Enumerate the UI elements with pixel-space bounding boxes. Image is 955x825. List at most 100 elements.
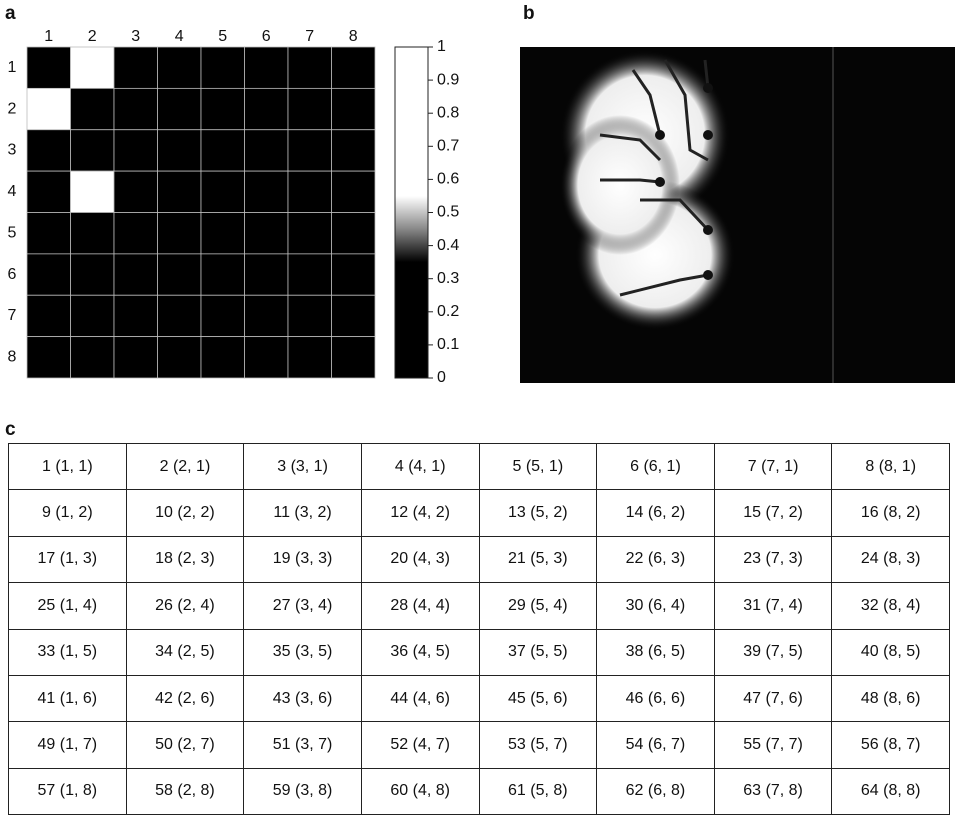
table-cell: 18 (2, 3)	[126, 536, 244, 582]
table-row: 17 (1, 3)18 (2, 3)19 (3, 3)20 (4, 3)21 (…	[9, 536, 950, 582]
heatmap-cell	[27, 88, 71, 129]
table-cell: 10 (2, 2)	[126, 490, 244, 536]
heatmap-cell	[158, 213, 202, 254]
table-row: 1 (1, 1)2 (2, 1)3 (3, 1)4 (4, 1)5 (5, 1)…	[9, 444, 950, 490]
table-cell: 2 (2, 1)	[126, 444, 244, 490]
table-cell: 54 (6, 7)	[597, 722, 715, 768]
colorbar-tick-label: 0	[437, 369, 446, 386]
table-cell: 39 (7, 5)	[714, 629, 832, 675]
x-tick-label: 1	[44, 28, 53, 45]
channel-table: 1 (1, 1)2 (2, 1)3 (3, 1)4 (4, 1)5 (5, 1)…	[8, 443, 950, 815]
table-cell: 57 (1, 8)	[9, 768, 127, 814]
heatmap-cell	[332, 337, 376, 378]
heatmap-cell	[245, 213, 289, 254]
table-cell: 15 (7, 2)	[714, 490, 832, 536]
heatmap-cell	[158, 88, 202, 129]
table-cell: 21 (5, 3)	[479, 536, 597, 582]
colorbar-tick-label: 0.3	[437, 270, 459, 287]
heatmap-cell	[288, 254, 332, 295]
heatmap-cell	[245, 130, 289, 171]
heatmap-cell	[114, 47, 158, 88]
heatmap-cell	[27, 254, 71, 295]
panel-label: c	[5, 419, 16, 440]
heatmap-cell	[332, 295, 376, 336]
table-cell: 44 (4, 6)	[361, 675, 479, 721]
table-cell: 34 (2, 5)	[126, 629, 244, 675]
x-tick-label: 3	[131, 28, 140, 45]
heatmap-cell	[114, 254, 158, 295]
table-cell: 14 (6, 2)	[597, 490, 715, 536]
table-cell: 23 (7, 3)	[714, 536, 832, 582]
table-cell: 52 (4, 7)	[361, 722, 479, 768]
table-cell: 42 (2, 6)	[126, 675, 244, 721]
table-cell: 28 (4, 4)	[361, 583, 479, 629]
table-cell: 48 (8, 6)	[832, 675, 950, 721]
heatmap-cell	[158, 130, 202, 171]
table-cell: 4 (4, 1)	[361, 444, 479, 490]
table-cell: 6 (6, 1)	[597, 444, 715, 490]
colorbar-tick-label: 0.8	[437, 104, 459, 121]
colorbar-tick-label: 0.7	[437, 138, 459, 155]
table-cell: 26 (2, 4)	[126, 583, 244, 629]
colorbar-tick-label: 1	[437, 38, 446, 55]
table-cell: 58 (2, 8)	[126, 768, 244, 814]
panel-b-image	[520, 47, 955, 383]
table-cell: 3 (3, 1)	[244, 444, 362, 490]
heatmap-cell	[27, 295, 71, 336]
heatmap-cell	[288, 337, 332, 378]
colorbar-tick-label: 0.9	[437, 71, 459, 88]
table-row: 25 (1, 4)26 (2, 4)27 (3, 4)28 (4, 4)29 (…	[9, 583, 950, 629]
heatmap-cell	[288, 213, 332, 254]
table-row: 41 (1, 6)42 (2, 6)43 (3, 6)44 (4, 6)45 (…	[9, 675, 950, 721]
y-tick-label: 2	[8, 100, 17, 117]
heatmap-cell	[27, 213, 71, 254]
table-row: 33 (1, 5)34 (2, 5)35 (3, 5)36 (4, 5)37 (…	[9, 629, 950, 675]
heatmap-cell	[245, 337, 289, 378]
heatmap-cell	[71, 171, 115, 212]
heatmap-cell	[201, 171, 245, 212]
y-tick-label: 5	[8, 224, 17, 241]
colorbar-tick-label: 0.4	[437, 237, 459, 254]
heatmap-cell	[332, 47, 376, 88]
heatmap-cell	[201, 213, 245, 254]
table-cell: 22 (6, 3)	[597, 536, 715, 582]
panel-label: b	[523, 3, 535, 24]
heatmap-cell	[71, 337, 115, 378]
table-cell: 8 (8, 1)	[832, 444, 950, 490]
table-cell: 24 (8, 3)	[832, 536, 950, 582]
heatmap-cell	[201, 337, 245, 378]
table-cell: 31 (7, 4)	[714, 583, 832, 629]
table-cell: 36 (4, 5)	[361, 629, 479, 675]
y-tick-label: 4	[8, 183, 17, 200]
heatmap-cell	[27, 130, 71, 171]
table-cell: 45 (5, 6)	[479, 675, 597, 721]
table-cell: 55 (7, 7)	[714, 722, 832, 768]
heatmap-cell	[288, 171, 332, 212]
panel-label: a	[5, 3, 16, 24]
table-cell: 5 (5, 1)	[479, 444, 597, 490]
table-cell: 51 (3, 7)	[244, 722, 362, 768]
table-row: 9 (1, 2)10 (2, 2)11 (3, 2)12 (4, 2)13 (5…	[9, 490, 950, 536]
heatmap-cell	[27, 337, 71, 378]
heatmap-cell	[332, 171, 376, 212]
heatmap-cell	[332, 88, 376, 129]
heatmap-cell	[71, 295, 115, 336]
table-cell: 50 (2, 7)	[126, 722, 244, 768]
table-cell: 19 (3, 3)	[244, 536, 362, 582]
heatmap-cell	[332, 130, 376, 171]
table-row: 49 (1, 7)50 (2, 7)51 (3, 7)52 (4, 7)53 (…	[9, 722, 950, 768]
colorbar-tick-label: 0.5	[437, 204, 459, 221]
colorbar-tick-label: 0.6	[437, 171, 459, 188]
y-tick-label: 1	[8, 59, 17, 76]
table-cell: 9 (1, 2)	[9, 490, 127, 536]
heatmap-cell	[245, 254, 289, 295]
heatmap-cell	[114, 130, 158, 171]
heatmap-cell	[71, 47, 115, 88]
heatmap-cell	[114, 171, 158, 212]
table-cell: 30 (6, 4)	[597, 583, 715, 629]
heatmap-cell	[71, 213, 115, 254]
heatmap-cell	[201, 47, 245, 88]
heatmap-cell	[71, 130, 115, 171]
table-cell: 46 (6, 6)	[597, 675, 715, 721]
